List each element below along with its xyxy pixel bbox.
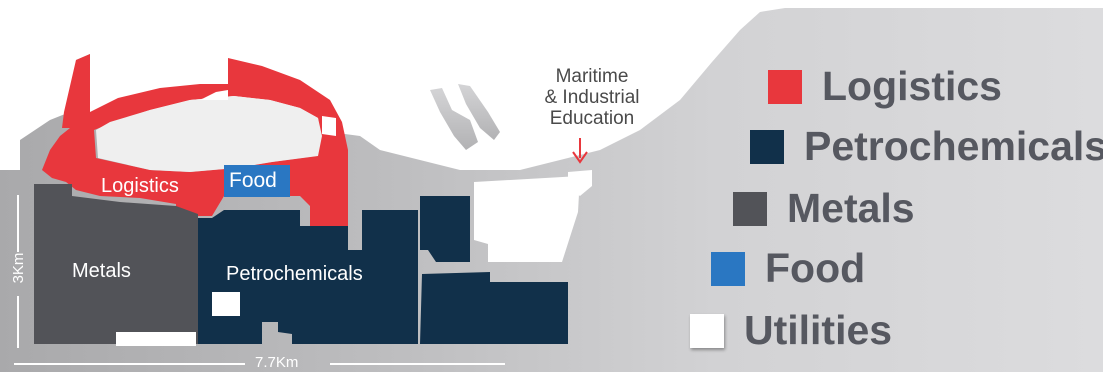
label-utilities: Utilities <box>487 215 555 238</box>
label-maritime-education: Maritime & Industrial Education <box>507 66 677 129</box>
maritime-arrow-head <box>572 151 588 164</box>
label-logistics: Logistics <box>101 175 179 197</box>
maritime-building <box>568 170 592 196</box>
pier-north-2 <box>458 84 500 140</box>
pier-north <box>430 88 478 150</box>
label-petrochemicals: Petrochemicals <box>226 263 363 285</box>
label-maritime-line2: & Industrial <box>544 87 640 108</box>
dimension-height-label: 3Km <box>10 252 27 284</box>
dimension-width-label: 7.7Km <box>255 354 299 371</box>
zone-petrochemicals-main <box>198 210 418 344</box>
logistics-inner-detail <box>200 90 228 100</box>
zone-metals <box>34 184 198 344</box>
label-maritime-line1: Maritime <box>555 66 629 87</box>
zone-petrochemicals-east-b <box>420 272 568 344</box>
label-metals: Metals <box>72 260 131 282</box>
label-food: Food <box>229 169 277 192</box>
zone-utilities <box>474 176 580 262</box>
label-maritime-line3: Education <box>549 108 635 129</box>
logistics-inner <box>96 96 322 172</box>
metals-white-strip <box>116 332 196 346</box>
zone-petrochemicals-east-a <box>420 196 470 262</box>
petro-white-box <box>212 292 240 316</box>
zone-food <box>224 165 290 197</box>
logistics-inner-detail-2 <box>322 116 336 136</box>
